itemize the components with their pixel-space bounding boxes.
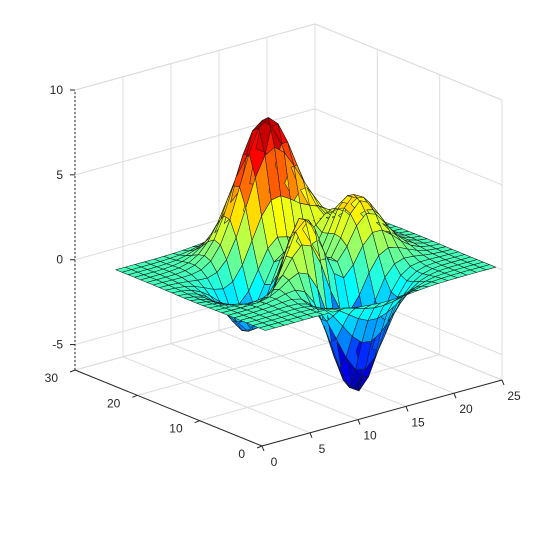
x-tick-mark — [453, 393, 457, 399]
grid-y-floor-1 — [199, 354, 440, 422]
y-tick-label: 10 — [169, 422, 183, 436]
grid-x-floor-1 — [122, 356, 311, 434]
grid-z-back-3 — [74, 23, 316, 91]
y-tick-label: 0 — [238, 447, 245, 461]
grid-z-right-2 — [314, 108, 503, 186]
surface-patch — [479, 264, 497, 271]
x-tick-mark — [261, 445, 265, 452]
y-tick-mark — [256, 445, 263, 449]
x-tick-label: 25 — [507, 389, 521, 403]
x-tick-mark — [501, 379, 505, 386]
surface-mesh — [115, 117, 497, 392]
x-tick-label: 20 — [459, 402, 473, 416]
y-axis-line — [74, 369, 263, 447]
y-tick-label: 30 — [45, 371, 59, 385]
z-tick-label: 10 — [50, 83, 64, 97]
y-tick-mark — [194, 420, 200, 424]
x-tick-label: 5 — [319, 442, 326, 456]
axes — [69, 89, 505, 452]
z-tick-label: 0 — [56, 253, 63, 267]
grid-z-back-2 — [74, 108, 316, 176]
y-tick-label: 20 — [107, 396, 121, 410]
grid-x-floor-2 — [170, 343, 359, 421]
x-tick-mark — [309, 432, 313, 438]
z-tick-label: 5 — [56, 168, 63, 182]
y-tick-mark — [132, 394, 138, 398]
x-tick-label: 10 — [363, 429, 377, 443]
x-tick-label: 0 — [271, 455, 278, 469]
x-tick-label: 15 — [411, 415, 425, 429]
x-axis-line — [261, 379, 503, 447]
grid-x-floor-3 — [218, 329, 407, 407]
tick-labels: 0 5 10 15 20 25 0 10 20 30 -5 0 5 10 — [45, 83, 521, 469]
x-tick-mark — [405, 406, 409, 412]
x-tick-mark — [357, 419, 361, 425]
grid-z-right-3 — [314, 23, 503, 101]
y-tick-mark — [69, 369, 76, 373]
z-tick-label: -5 — [52, 338, 63, 352]
